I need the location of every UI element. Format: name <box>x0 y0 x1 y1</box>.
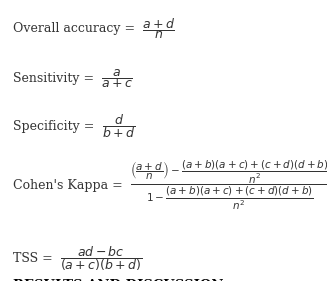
Text: $\dfrac{a}{a+c}$: $\dfrac{a}{a+c}$ <box>101 67 133 90</box>
Text: Sensitivity =: Sensitivity = <box>13 72 98 85</box>
Text: $\dfrac{a+d}{n}$: $\dfrac{a+d}{n}$ <box>143 16 176 40</box>
Text: Cohen's Kappa =: Cohen's Kappa = <box>13 179 127 192</box>
Text: $\dfrac{ad-bc}{(a+c)(b+d)}$: $\dfrac{ad-bc}{(a+c)(b+d)}$ <box>60 244 143 273</box>
Text: $\dfrac{\left(\dfrac{a+d}{n}\right)-\dfrac{(a+b)(a+c)+(c+d)(d+b)}{n^2}}{1-\dfrac: $\dfrac{\left(\dfrac{a+d}{n}\right)-\dfr… <box>130 159 327 212</box>
Text: Specificity =: Specificity = <box>13 120 98 133</box>
Text: RESULTS AND DISCUSSION: RESULTS AND DISCUSSION <box>13 279 224 281</box>
Text: $\dfrac{d}{b+d}$: $\dfrac{d}{b+d}$ <box>102 112 135 140</box>
Text: TSS =: TSS = <box>13 252 57 265</box>
Text: Overall accuracy =: Overall accuracy = <box>13 22 139 35</box>
